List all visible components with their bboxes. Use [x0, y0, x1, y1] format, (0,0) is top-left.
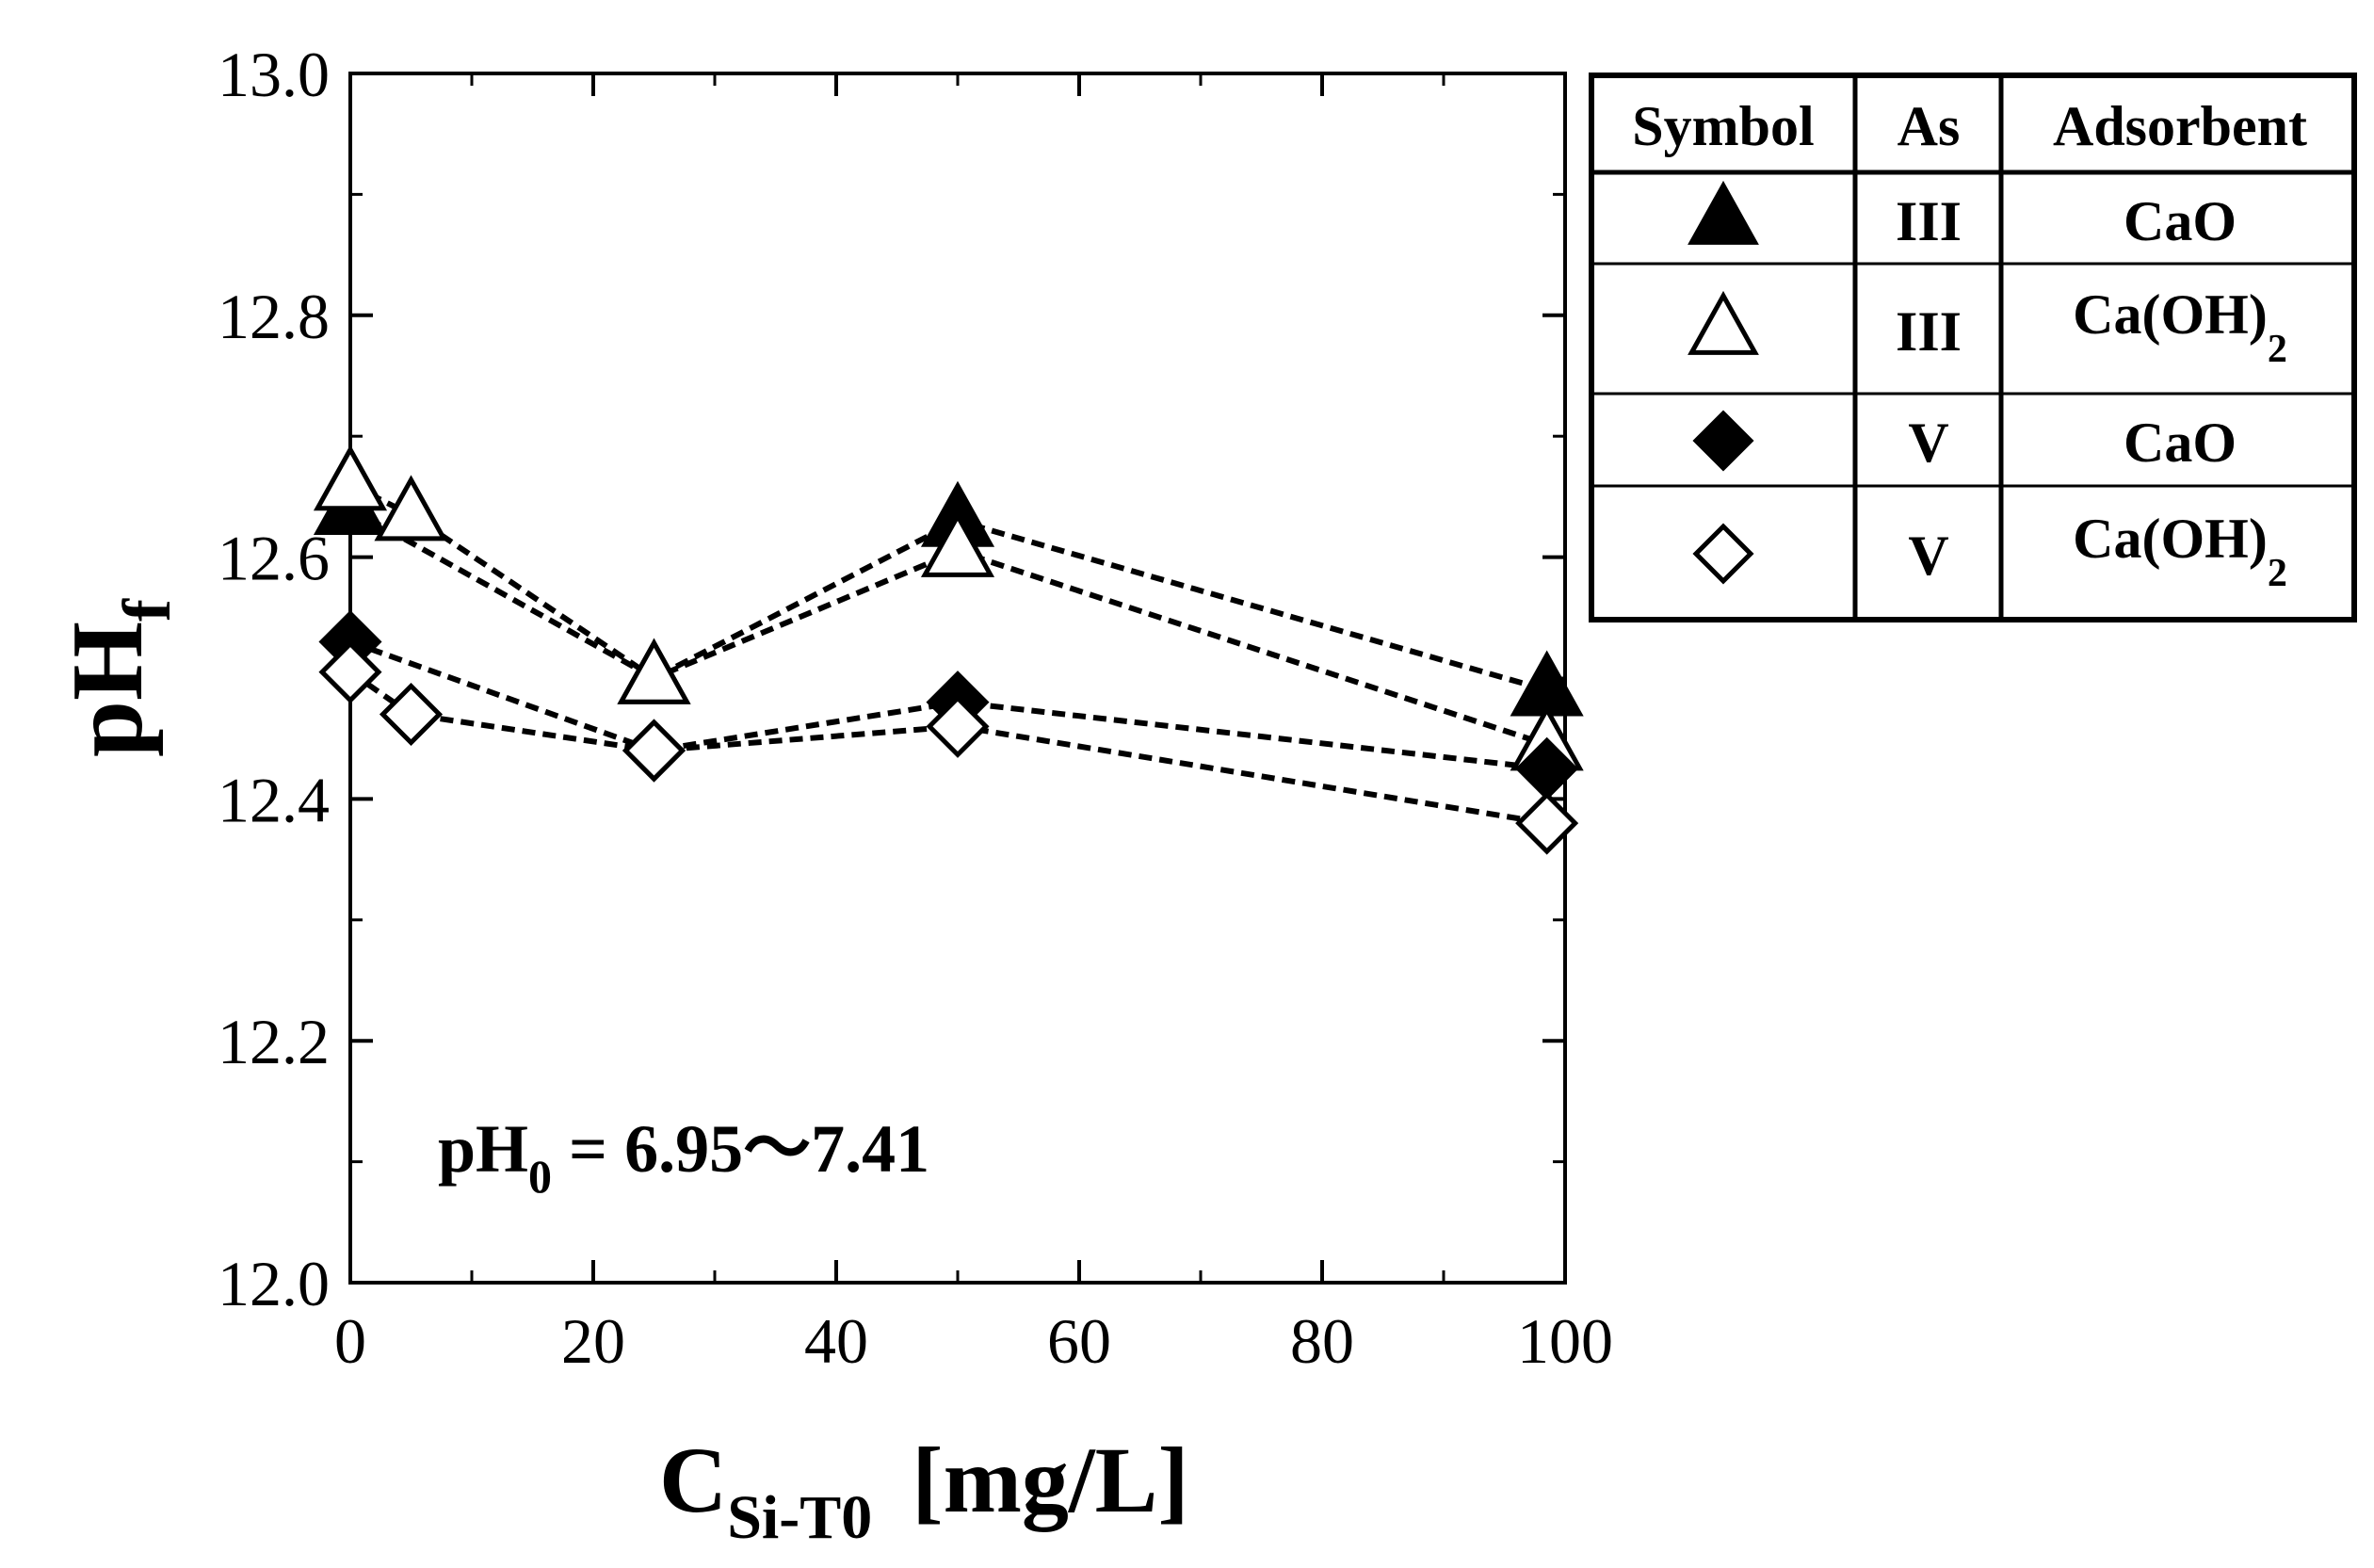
legend-as-value: III	[1896, 190, 1962, 252]
y-tick-labels: 12.0 12.2 12.4 12.6 12.8 13.0	[218, 39, 330, 1319]
legend-header-as: As	[1898, 95, 1961, 157]
diamond-marker	[622, 719, 686, 783]
y-axis-title-sub: f	[109, 598, 185, 622]
triangle-marker	[313, 445, 388, 511]
legend-adsorbent-main: CaO	[2124, 412, 2237, 474]
y-tick-label: 13.0	[218, 39, 330, 110]
legend-adsorbent-sub: 2	[2268, 328, 2287, 371]
x-tick-label: 60	[1047, 1305, 1111, 1377]
svg-text:pHf: pHf	[52, 598, 185, 757]
series-line	[348, 506, 1548, 693]
x-tick-label: 20	[561, 1305, 625, 1377]
y-tick-label: 12.8	[218, 281, 330, 352]
x-tick-label: 80	[1290, 1305, 1354, 1377]
y-tick-label: 12.2	[218, 1006, 330, 1077]
legend-as-value: III	[1896, 300, 1962, 363]
y-axis-title: pHf	[52, 598, 185, 757]
x-tick-label: 40	[804, 1305, 868, 1377]
legend-adsorbent-main: CaO	[2124, 190, 2237, 252]
x-axis-title-unit: [mg/L]	[912, 1428, 1188, 1532]
triangle-marker	[374, 475, 448, 542]
x-axis-title-sub: Si-T0	[727, 1483, 872, 1552]
legend-triangle-symbol	[1688, 180, 1759, 245]
legend-adsorbent-main: Ca(OH)	[2073, 283, 2268, 346]
ph0-annotation-sub: 0	[528, 1150, 552, 1203]
diamond-marker	[1515, 791, 1579, 855]
legend-as-value: V	[1908, 525, 1948, 587]
ph0-annotation-main: pH	[438, 1111, 528, 1187]
x-tick-label: 100	[1517, 1305, 1613, 1377]
legend-adsorbent-value: Ca(OH)2	[2073, 283, 2287, 371]
x-tick-labels: 0 20 40 60 80 100	[334, 1305, 1613, 1377]
legend-as-value: V	[1908, 412, 1948, 474]
legend-header-adsorbent: Adsorbent	[2053, 95, 2307, 157]
y-tick-label: 12.0	[218, 1248, 330, 1319]
legend-triangle-symbol	[1688, 290, 1759, 355]
x-tick-label: 0	[334, 1305, 366, 1377]
legend-adsorbent-main: Ca(OH)	[2073, 508, 2268, 570]
diamond-marker	[318, 640, 382, 704]
ph0-annotation: pH0 = 6.95〜7.41	[438, 1111, 929, 1203]
legend-adsorbent-value: CaO	[2124, 412, 2237, 474]
y-tick-label: 12.4	[218, 764, 330, 835]
triangle-marker	[920, 510, 995, 577]
ph0-annotation-rest: = 6.95〜7.41	[552, 1111, 929, 1187]
legend-adsorbent-value: Ca(OH)2	[2073, 508, 2287, 595]
legend-adsorbent-value: CaO	[2124, 190, 2237, 252]
y-tick-label: 12.6	[218, 523, 330, 594]
diamond-marker	[926, 694, 990, 758]
diamond-marker	[379, 682, 444, 747]
legend-diamond-symbol	[1692, 523, 1754, 585]
x-axis-title-main: C	[659, 1428, 727, 1532]
legend-header-symbol: Symbol	[1632, 95, 1814, 157]
legend-diamond-symbol	[1692, 410, 1754, 472]
legend-adsorbent-sub: 2	[2268, 552, 2287, 595]
triangle-marker	[617, 638, 691, 704]
x-axis-title: CSi-T0 [mg/L]	[659, 1428, 1189, 1552]
y-axis-title-main: pH	[52, 622, 164, 757]
series-markers	[313, 445, 1584, 855]
